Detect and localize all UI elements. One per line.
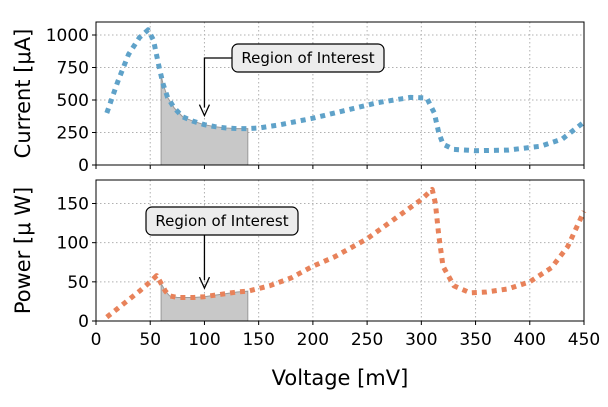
current-y-tick-label: 750 [57, 59, 89, 79]
power-x-tick-label: 150 [242, 330, 274, 350]
power-annotation-box [145, 206, 299, 236]
current-series-layer [104, 27, 586, 154]
power-y-tick-label: 50 [67, 273, 89, 293]
current-y-tick-label: 0 [78, 156, 89, 176]
power-y-ticks: 0 50 100 150 [57, 195, 96, 332]
power-annotation: Region of Interest [145, 206, 299, 290]
current-annotation-arrow-path [203, 57, 232, 108]
power-x-tick-label: 200 [297, 330, 329, 350]
current-annotation-arrowhead [198, 104, 211, 118]
power-y-axis-label: Power [μ W] [11, 187, 35, 314]
power-plot-frame [95, 179, 585, 322]
current-panel: 0 250 500 750 1000 Current [μA] Region of In… [11, 21, 586, 176]
current-y-axis-label: Current [μA] [11, 29, 35, 159]
current-annotation: Region of Interest [198, 43, 385, 118]
current-series-line [104, 27, 586, 154]
power-x-tick-label: 250 [351, 330, 383, 350]
power-annotation-text: Region of Interest [155, 212, 288, 230]
power-x-tick-label: 300 [405, 330, 437, 350]
power-x-ticks: 0 50 100 150 200 250 300 350 400 450 [91, 321, 600, 350]
voltage-x-axis-label: Voltage [mV] [272, 366, 409, 390]
power-x-tick-label: 50 [139, 330, 161, 350]
current-y-ticks: 0 250 500 750 1000 [46, 26, 96, 176]
power-x-tick-label: 400 [514, 330, 546, 350]
power-x-tick-label: 0 [91, 330, 102, 350]
power-annotation-arrowhead [198, 276, 211, 290]
current-y-tick-label: 250 [57, 124, 89, 144]
power-x-tick-label: 450 [568, 330, 600, 350]
current-annotation-text: Region of Interest [241, 49, 374, 67]
power-x-tick-label: 350 [459, 330, 491, 350]
current-x-ticks [95, 165, 585, 169]
current-y-tick-label: 500 [57, 91, 89, 111]
power-series-line [105, 186, 587, 320]
current-plot-frame [95, 21, 585, 166]
power-y-tick-label: 0 [78, 312, 89, 332]
power-x-tick-label: 100 [188, 330, 220, 350]
power-series-layer [105, 186, 587, 320]
power-y-tick-label: 100 [57, 234, 89, 254]
power-panel: 0 50 100 150 200 250 300 350 400 450 0 50 100 150 Po… [11, 179, 600, 390]
power-y-tick-label: 150 [57, 195, 89, 215]
current-y-tick-label: 1000 [46, 26, 89, 46]
current-annotation-box [231, 43, 385, 73]
